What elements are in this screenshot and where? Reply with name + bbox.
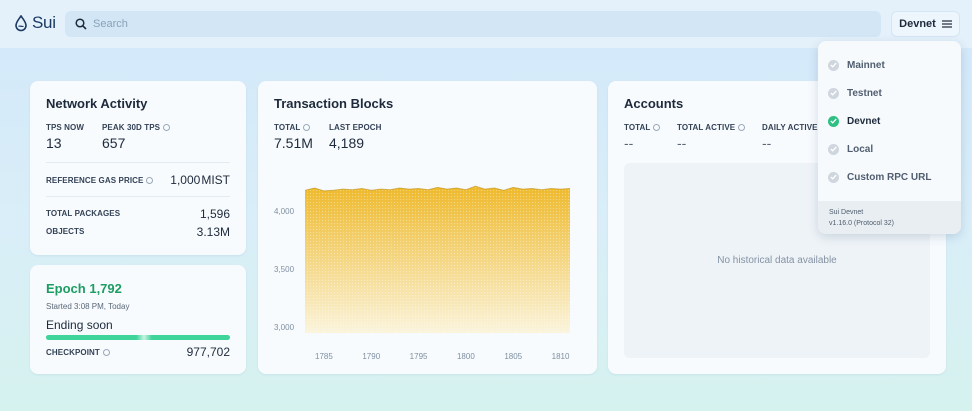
- info-icon[interactable]: [653, 124, 661, 131]
- check-circle-icon: [828, 115, 839, 127]
- accounts-total-label: TOTAL: [624, 123, 661, 132]
- chart-line: [304, 185, 571, 192]
- unchecked-circle-icon: [828, 59, 839, 71]
- checkpoint-value: 977,702: [186, 345, 230, 359]
- unchecked-circle-icon: [828, 171, 839, 183]
- epoch-progress-track: [46, 335, 230, 340]
- search-icon: [75, 18, 87, 30]
- tps-now-value: 13: [46, 135, 62, 151]
- epoch-status: Ending soon: [46, 318, 113, 332]
- gas-price-label: REFERENCE GAS PRICE: [46, 176, 154, 185]
- epoch-progress-fill: [46, 335, 175, 340]
- peak-tps-value: 657: [102, 135, 126, 151]
- x-tick-label: 1795: [410, 352, 428, 361]
- x-tick-label: 1810: [552, 352, 570, 361]
- network-option-devnet[interactable]: Devnet: [828, 113, 880, 129]
- accounts-total-value: --: [624, 135, 634, 151]
- tx-total-value: 7.51M: [274, 135, 313, 151]
- accounts-daily-label: DAILY ACTIVE: [762, 123, 818, 132]
- accounts-daily-value: --: [762, 135, 772, 151]
- network-activity-title: Network Activity: [46, 96, 148, 111]
- tx-last-epoch-value: 4,189: [329, 135, 365, 151]
- packages-value: 1,596: [199, 207, 230, 221]
- info-icon[interactable]: [102, 349, 110, 356]
- x-tick-label: 1805: [504, 352, 522, 361]
- peak-tps-label: PEAK 30D TPS: [102, 123, 171, 132]
- epoch-started: Started 3:08 PM, Today: [46, 302, 130, 311]
- y-tick-label: 3,000: [274, 323, 295, 332]
- x-tick-label: 1785: [315, 352, 333, 361]
- divider: [46, 196, 230, 197]
- search-bar[interactable]: [65, 11, 881, 37]
- network-option-local[interactable]: Local: [828, 141, 873, 157]
- transaction-blocks-title: Transaction Blocks: [274, 96, 394, 111]
- logo-text: Sui: [32, 13, 56, 32]
- objects-value: 3.13M: [196, 225, 230, 239]
- x-tick-label: 1790: [362, 352, 380, 361]
- menu-icon: [941, 20, 952, 28]
- network-info-footer: Sui Devnet v1.16.0 (Protocol 32): [818, 201, 961, 234]
- y-tick-label: 3,500: [274, 265, 295, 274]
- network-option-label: Custom RPC URL: [847, 171, 932, 183]
- transaction-blocks-card: Transaction Blocks TOTAL 7.51M LAST EPOC…: [258, 81, 597, 374]
- chart-area-texture: [305, 186, 570, 333]
- checkpoint-label: CHECKPOINT: [46, 348, 110, 357]
- info-icon[interactable]: [738, 124, 746, 131]
- epoch-title: Epoch 1,792: [46, 281, 122, 296]
- network-option-label: Devnet: [847, 115, 881, 127]
- objects-label: OBJECTS: [46, 227, 85, 236]
- search-input[interactable]: [93, 18, 853, 30]
- network-activity-card: Network Activity TPS NOW 13 PEAK 30D TPS…: [30, 81, 246, 255]
- unchecked-circle-icon: [828, 87, 839, 99]
- info-icon[interactable]: [146, 177, 154, 184]
- network-selector-button[interactable]: Devnet: [891, 11, 960, 37]
- top-bar: Sui Devnet: [0, 0, 972, 48]
- network-option-label: Local: [847, 143, 874, 155]
- network-option-label: Mainnet: [847, 59, 885, 71]
- network-option-custom-rpc-url[interactable]: Custom RPC URL: [828, 169, 931, 185]
- x-tick-label: 1800: [457, 352, 475, 361]
- unchecked-circle-icon: [828, 143, 839, 155]
- transaction-blocks-chart[interactable]: 4,000 3,500 3,000 1785 1790 1795 1800 1805 1810: [258, 81, 597, 374]
- network-option-mainnet[interactable]: Mainnet: [828, 57, 885, 73]
- info-icon[interactable]: [303, 124, 311, 131]
- tx-total-label: TOTAL: [274, 123, 311, 132]
- network-version: v1.16.0 (Protocol 32): [829, 220, 894, 227]
- info-icon[interactable]: [163, 124, 171, 131]
- network-option-testnet[interactable]: Testnet: [828, 85, 882, 101]
- accounts-active-label: TOTAL ACTIVE: [677, 123, 746, 132]
- accounts-empty-text: No historical data available: [717, 255, 837, 266]
- accounts-title: Accounts: [624, 96, 684, 111]
- network-selector-label: Devnet: [899, 18, 936, 30]
- tx-last-epoch-label: LAST EPOCH: [329, 123, 382, 132]
- epoch-card[interactable]: Epoch 1,792 Started 3:08 PM, Today Endin…: [30, 265, 246, 374]
- sui-logo[interactable]: Sui: [14, 13, 56, 33]
- network-dropdown: Mainnet Testnet Devnet Local Custom RPC URL …: [818, 41, 961, 234]
- divider: [46, 162, 230, 163]
- gas-price-value: 1,000MIST: [170, 173, 230, 187]
- accounts-active-value: --: [677, 135, 687, 151]
- sui-drop-icon: [15, 14, 27, 31]
- network-name: Sui Devnet: [829, 209, 864, 216]
- y-tick-label: 4,000: [274, 207, 295, 216]
- packages-label: TOTAL PACKAGES: [46, 209, 121, 218]
- tps-now-label: TPS NOW: [46, 123, 85, 132]
- network-option-label: Testnet: [847, 87, 882, 99]
